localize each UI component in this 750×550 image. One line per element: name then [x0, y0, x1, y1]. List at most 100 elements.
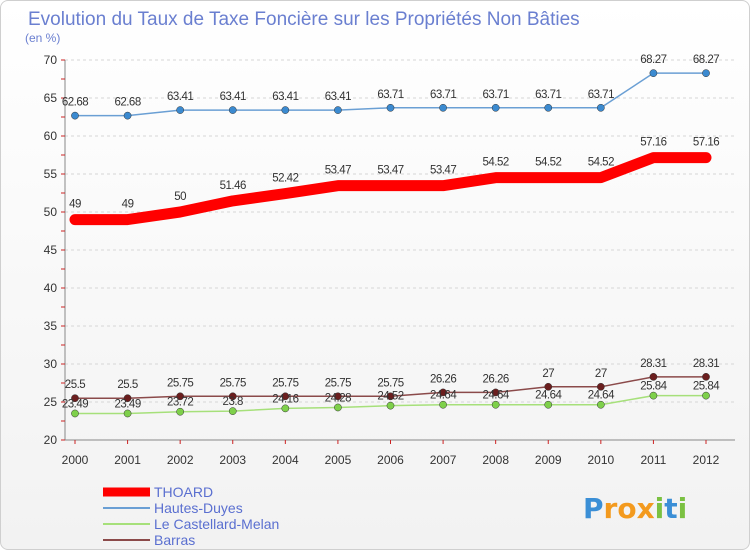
- data-point: [491, 400, 500, 409]
- x-tick-label: 2009: [535, 453, 562, 467]
- data-label: 68.27: [640, 54, 666, 66]
- data-label: 63.71: [535, 89, 561, 101]
- data-point: [176, 392, 185, 401]
- data-label: 51.46: [220, 180, 246, 192]
- data-label: 25.75: [377, 377, 403, 389]
- data-label: 57.16: [640, 137, 666, 149]
- data-label: 24.64: [430, 390, 457, 402]
- data-label: 23.49: [62, 398, 88, 410]
- data-point: [281, 392, 290, 401]
- data-label: 63.41: [325, 91, 351, 103]
- data-point: [386, 401, 395, 410]
- x-tick-label: 2012: [693, 453, 720, 467]
- data-point: [228, 407, 237, 415]
- data-point: [281, 106, 290, 114]
- data-label: 53.47: [430, 165, 456, 177]
- data-label: 24.64: [483, 390, 510, 402]
- data-label: 25.5: [117, 379, 137, 391]
- y-tick-label: 35: [44, 319, 58, 333]
- data-point: [491, 388, 500, 397]
- series-line-thoard: [69, 152, 712, 226]
- data-label: 25.75: [325, 377, 351, 389]
- data-point: [334, 392, 342, 401]
- data-label: 54.52: [535, 157, 561, 169]
- data-label: 54.52: [483, 157, 509, 169]
- data-point: [123, 394, 132, 403]
- legend-label: Barras: [154, 532, 195, 548]
- data-point: [123, 409, 132, 418]
- logo-letter: t: [664, 492, 677, 525]
- data-point: [439, 103, 447, 112]
- x-tick-label: 2006: [377, 453, 404, 467]
- data-point: [649, 391, 658, 400]
- y-tick-label: 50: [44, 205, 58, 219]
- data-point: [281, 404, 290, 413]
- data-label: 63.71: [377, 89, 403, 101]
- data-label: 63.41: [167, 91, 193, 103]
- y-tick-label: 70: [44, 53, 58, 67]
- data-label: 68.27: [693, 54, 719, 66]
- data-point: [228, 392, 237, 401]
- legend-label: Hautes-Duyes: [154, 500, 243, 516]
- data-point: [544, 382, 553, 391]
- y-tick-label: 40: [44, 281, 58, 295]
- data-point: [71, 394, 79, 403]
- data-label: 24.64: [588, 390, 615, 402]
- x-tick-label: 2001: [114, 453, 141, 467]
- data-label: 24.28: [325, 392, 351, 404]
- data-point: [649, 69, 658, 77]
- data-label: 25.75: [167, 377, 193, 389]
- data-label: 26.26: [483, 373, 509, 385]
- x-tick-label: 2005: [325, 453, 352, 467]
- data-label: 63.71: [588, 89, 614, 101]
- data-point: [386, 392, 395, 401]
- data-point: [702, 391, 710, 400]
- chart-subtitle: (en %): [25, 31, 60, 45]
- data-point: [228, 106, 237, 114]
- data-label: 49: [69, 199, 81, 211]
- data-label: 25.5: [65, 379, 85, 391]
- logo-letter: P: [583, 492, 604, 525]
- x-tick-label: 2003: [219, 453, 246, 467]
- data-label: 57.16: [693, 137, 719, 149]
- logo-letter: x: [637, 492, 655, 525]
- data-label: 23.49: [114, 398, 140, 410]
- x-tick-label: 2004: [272, 453, 299, 467]
- axis-layer: 20 25 30 35 40 45 50 55 60 65 70 2000 2001 2002 2003 20…: [44, 53, 735, 467]
- data-label: 53.47: [377, 165, 403, 177]
- data-label: 63.41: [220, 91, 246, 103]
- logo-letter: r: [604, 492, 618, 525]
- data-label: 24.64: [535, 390, 562, 402]
- data-label: 54.52: [588, 157, 614, 169]
- data-label: 52.42: [272, 173, 298, 185]
- data-label: 24.16: [272, 393, 298, 405]
- data-label-layer: 49 49 50 51.46 52.42 53.47 53.47 53.47 54.52 54.5…: [62, 54, 721, 410]
- x-tick-label: 2002: [167, 453, 194, 467]
- y-tick-label: 30: [44, 357, 58, 371]
- data-label: 23.8: [223, 396, 243, 408]
- x-tick-label: 2011: [641, 453, 667, 467]
- legend-label: THOARD: [154, 484, 213, 500]
- data-point: [334, 403, 342, 412]
- x-tick-label: 2010: [587, 453, 614, 467]
- y-tick-label: 55: [44, 167, 58, 181]
- series-layer: [69, 69, 712, 418]
- data-label: 28.31: [693, 358, 719, 370]
- data-label: 25.84: [640, 381, 667, 393]
- data-point: [71, 409, 79, 418]
- data-point: [439, 388, 447, 397]
- data-point: [544, 103, 553, 112]
- data-point: [334, 106, 342, 114]
- data-label: 50: [174, 191, 186, 203]
- data-point: [596, 382, 605, 391]
- data-label: 25.75: [220, 377, 246, 389]
- data-label: 28.31: [640, 358, 666, 370]
- logo-letter: i: [655, 492, 665, 525]
- data-label: 24.52: [377, 391, 403, 403]
- data-label: 23.72: [167, 397, 193, 409]
- data-point: [386, 103, 395, 112]
- data-label: 25.75: [272, 377, 298, 389]
- data-label: 63.71: [483, 89, 509, 101]
- data-label: 27: [595, 368, 607, 380]
